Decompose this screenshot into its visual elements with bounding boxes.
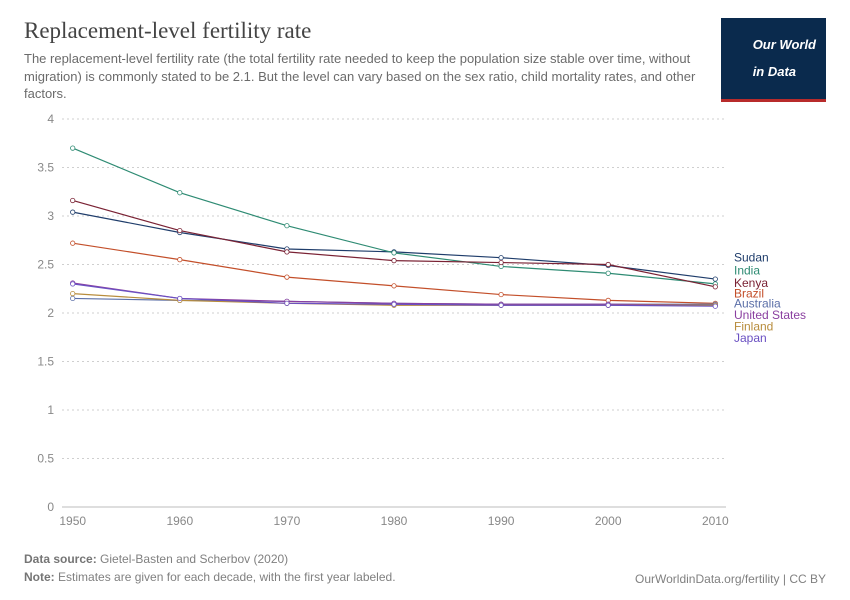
x-tick-label: 1990: [488, 514, 515, 528]
y-tick-label: 0.5: [37, 451, 54, 465]
marker: [178, 228, 182, 232]
logo-line1: Our World: [753, 37, 816, 52]
header-text: Replacement-level fertility rate The rep…: [24, 18, 704, 103]
x-tick-label: 2010: [702, 514, 729, 528]
marker: [71, 281, 75, 285]
y-tick-label: 2: [47, 306, 54, 320]
y-tick-label: 3: [47, 209, 54, 223]
series-label-japan: Japan: [734, 331, 767, 345]
marker: [499, 255, 503, 259]
marker: [71, 296, 75, 300]
y-tick-label: 3.5: [37, 160, 54, 174]
x-tick-label: 1950: [59, 514, 86, 528]
footer-right: OurWorldinData.org/fertility | CC BY: [635, 572, 826, 586]
marker: [71, 241, 75, 245]
marker: [178, 296, 182, 300]
note-value: Estimates are given for each decade, wit…: [58, 570, 396, 584]
page-title: Replacement-level fertility rate: [24, 18, 704, 44]
x-tick-label: 1970: [274, 514, 301, 528]
y-tick-label: 1.5: [37, 354, 54, 368]
marker: [71, 291, 75, 295]
y-tick-label: 1: [47, 403, 54, 417]
marker: [392, 283, 396, 287]
header: Replacement-level fertility rate The rep…: [24, 18, 826, 103]
marker: [499, 292, 503, 296]
logo-line2: in Data: [753, 64, 796, 79]
marker: [392, 250, 396, 254]
marker: [285, 223, 289, 227]
marker: [606, 303, 610, 307]
y-tick-label: 2.5: [37, 257, 54, 271]
marker: [606, 262, 610, 266]
source-value: Gietel-Basten and Scherbov (2020): [100, 552, 288, 566]
footer-left: Data source: Gietel-Basten and Scherbov …: [24, 550, 396, 586]
footer: Data source: Gietel-Basten and Scherbov …: [24, 550, 826, 586]
marker: [499, 260, 503, 264]
note-label: Note:: [24, 570, 55, 584]
marker: [285, 301, 289, 305]
page-subtitle: The replacement-level fertility rate (th…: [24, 50, 704, 103]
line-chart: 0 0.5 1 1.5 2 2.5 3 3.5 4 1950 1960 1970 1980 1990 200…: [24, 113, 826, 533]
owid-logo: Our World in Data: [721, 18, 826, 102]
series-line-sudan: [73, 212, 716, 279]
marker: [71, 146, 75, 150]
marker: [713, 284, 717, 288]
marker: [392, 302, 396, 306]
marker: [178, 257, 182, 261]
marker: [71, 210, 75, 214]
marker: [285, 249, 289, 253]
marker: [285, 275, 289, 279]
license: CC BY: [789, 572, 826, 586]
x-tick-label: 2000: [595, 514, 622, 528]
marker: [713, 276, 717, 280]
x-tick-label: 1980: [381, 514, 408, 528]
marker: [499, 303, 503, 307]
chart-container: Replacement-level fertility rate The rep…: [0, 0, 850, 600]
y-tick-label: 0: [47, 500, 54, 514]
marker: [392, 258, 396, 262]
marker: [178, 190, 182, 194]
y-tick-label: 4: [47, 113, 54, 126]
chart-area: 0 0.5 1 1.5 2 2.5 3 3.5 4 1950 1960 1970 1980 1990 200…: [24, 113, 826, 542]
marker: [71, 198, 75, 202]
attribution: OurWorldinData.org/fertility: [635, 572, 780, 586]
marker: [606, 271, 610, 275]
source-label: Data source:: [24, 552, 97, 566]
marker: [713, 304, 717, 308]
x-tick-label: 1960: [166, 514, 193, 528]
